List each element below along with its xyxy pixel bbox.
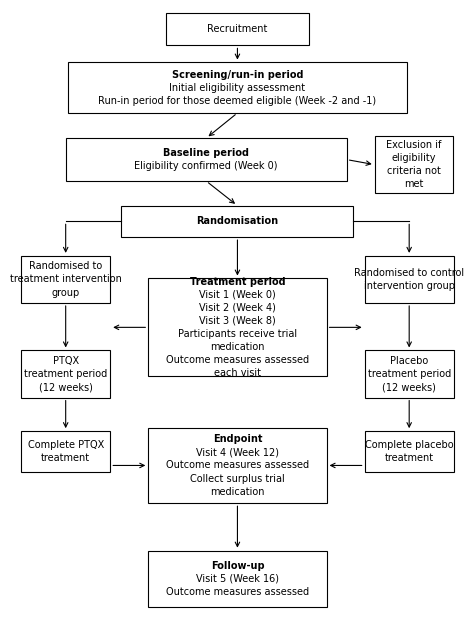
Text: Outcome measures assessed: Outcome measures assessed [166,461,309,470]
Text: Participants receive trial: Participants receive trial [178,329,297,339]
Text: Follow-up: Follow-up [210,561,264,571]
FancyBboxPatch shape [365,350,454,398]
FancyBboxPatch shape [148,428,327,503]
Text: Visit 2 (Week 4): Visit 2 (Week 4) [199,303,276,313]
Text: treatment: treatment [41,453,90,463]
FancyBboxPatch shape [374,137,453,193]
FancyBboxPatch shape [21,256,110,303]
Text: Complete placebo: Complete placebo [365,440,454,450]
FancyBboxPatch shape [148,550,327,607]
Text: Collect surplus trial: Collect surplus trial [190,473,285,483]
Text: treatment intervention: treatment intervention [10,274,122,284]
Text: eligibility: eligibility [392,153,436,163]
Text: treatment: treatment [384,453,434,463]
Text: group: group [52,288,80,298]
Text: Randomised to: Randomised to [29,261,102,271]
Text: Treatment period: Treatment period [190,277,285,286]
Text: treatment period: treatment period [24,369,107,379]
Text: Exclusion if: Exclusion if [386,140,441,150]
Text: Complete PTQX: Complete PTQX [27,440,104,450]
FancyBboxPatch shape [166,13,309,46]
FancyBboxPatch shape [365,256,454,303]
FancyBboxPatch shape [365,431,454,472]
FancyBboxPatch shape [68,63,407,113]
Text: Visit 3 (Week 8): Visit 3 (Week 8) [199,316,276,326]
Text: Eligibility confirmed (Week 0): Eligibility confirmed (Week 0) [135,161,278,171]
Text: intervention group: intervention group [364,281,455,291]
Text: each visit: each visit [214,368,261,378]
Text: medication: medication [210,342,264,352]
Text: Screening/run-in period: Screening/run-in period [172,70,303,80]
FancyBboxPatch shape [121,205,354,237]
Text: Initial eligibility assessment: Initial eligibility assessment [169,83,306,93]
Text: Randomisation: Randomisation [196,216,279,226]
Text: met: met [404,179,423,190]
Text: Visit 5 (Week 16): Visit 5 (Week 16) [196,574,279,584]
FancyBboxPatch shape [21,431,110,472]
Text: Recruitment: Recruitment [207,24,268,34]
Text: Placebo: Placebo [390,356,428,366]
FancyBboxPatch shape [148,279,327,376]
Text: Randomised to control: Randomised to control [354,268,464,278]
Text: (12 weeks): (12 weeks) [39,382,92,392]
FancyBboxPatch shape [66,138,347,181]
Text: Run-in period for those deemed eligible (Week -2 and -1): Run-in period for those deemed eligible … [99,96,376,106]
Text: (12 weeks): (12 weeks) [382,382,436,392]
Text: medication: medication [210,487,264,497]
Text: Endpoint: Endpoint [213,434,262,444]
Text: PTQX: PTQX [53,356,79,366]
Text: Visit 4 (Week 12): Visit 4 (Week 12) [196,447,279,458]
Text: Outcome measures assessed: Outcome measures assessed [166,587,309,597]
FancyBboxPatch shape [21,350,110,398]
Text: Baseline period: Baseline period [163,148,249,158]
Text: Visit 1 (Week 0): Visit 1 (Week 0) [199,289,276,300]
Text: criteria not: criteria not [387,166,441,176]
Text: treatment period: treatment period [367,369,451,379]
Text: Outcome measures assessed: Outcome measures assessed [166,355,309,365]
